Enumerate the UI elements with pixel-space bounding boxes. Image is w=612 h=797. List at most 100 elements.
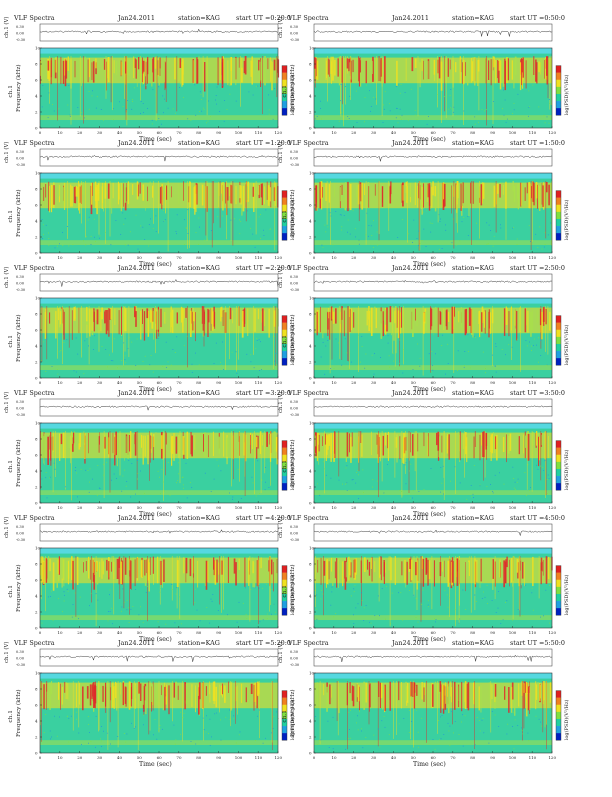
noise-speck (524, 584, 526, 586)
x-tick-label: 80 (470, 505, 476, 510)
spectrogram-strand (108, 437, 110, 458)
noise-speck (135, 726, 136, 728)
spectrogram-strand (158, 57, 160, 86)
spectrogram-strand (403, 436, 405, 464)
sferic-line (416, 556, 418, 610)
spectrogram-strand (119, 58, 121, 73)
spectrogram-strand (227, 556, 229, 583)
spectrogram-strand (506, 434, 507, 463)
y-axis-label: Frequency (kHz) (289, 689, 296, 737)
spectrogram-strand (183, 557, 185, 574)
noise-speck (138, 614, 140, 616)
noise-speck (494, 366, 496, 367)
x-tick-label: 60 (431, 755, 437, 760)
noise-speck (239, 219, 240, 221)
noise-speck (195, 232, 197, 234)
spectrogram-strand (82, 182, 84, 195)
spectrogram-strand (148, 562, 150, 592)
sferic-line (112, 306, 113, 353)
noise-speck (220, 719, 221, 721)
channel-label: ch.1 (282, 210, 288, 223)
noise-speck (67, 590, 69, 592)
spectrogram-strand (259, 431, 262, 455)
x-tick-label: 10 (57, 255, 63, 260)
spectrogram-strand (221, 58, 224, 88)
sferic-line (238, 306, 239, 360)
spectrogram-strand (541, 434, 543, 446)
spectrogram-strand (488, 682, 490, 702)
spectrogram-strand (195, 312, 196, 342)
colorbar-segment (282, 322, 287, 330)
noise-speck (88, 742, 89, 744)
spectrogram-strand (473, 436, 475, 459)
noise-speck (63, 600, 65, 602)
x-tick-label: 50 (137, 755, 143, 760)
noise-speck (62, 611, 63, 613)
spectrogram-strand (134, 432, 137, 456)
x-tick-label: 70 (450, 380, 456, 385)
x-tick-label: 40 (391, 630, 397, 635)
spectrogram-strand (129, 560, 132, 589)
sferic-line (45, 556, 46, 612)
y-tick-label: 4 (309, 219, 312, 224)
spectrogram-strand (432, 181, 434, 196)
sferic-line (179, 431, 181, 484)
spectrogram-strand (125, 687, 127, 707)
amplitude-tick-label: 0.00 (16, 532, 25, 536)
sferic-line (229, 306, 230, 360)
spectrogram-strand (124, 557, 127, 575)
y-tick-label: 10 (35, 46, 41, 51)
noise-speck (220, 739, 222, 741)
noise-speck (122, 588, 124, 590)
noise-speck (176, 482, 177, 484)
spectrogram-strand (268, 560, 270, 572)
spectrogram-strand (506, 307, 508, 325)
sferic-line (270, 431, 271, 486)
noise-speck (103, 730, 104, 732)
spectrogram-strand (135, 59, 137, 79)
spectrogram-strand (505, 306, 507, 325)
sferic-line (430, 306, 431, 373)
spectrogram-strand (332, 311, 335, 324)
spectrogram-strand (79, 682, 81, 705)
sferic-line (458, 556, 460, 625)
spectrogram-strand (484, 310, 486, 334)
x-tick-label: 10 (57, 380, 63, 385)
noise-speck (180, 711, 181, 713)
spectrogram-strand (188, 186, 190, 203)
sferic-line (455, 431, 456, 494)
noise-speck (172, 349, 174, 350)
spectrogram-strand (48, 181, 50, 211)
noise-speck (239, 233, 241, 235)
sferic-line (463, 56, 464, 125)
noise-speck (204, 239, 205, 241)
noise-speck (250, 228, 251, 229)
spectrogram-strand (59, 433, 61, 461)
spectrogram-top-band (314, 423, 552, 429)
noise-speck (153, 734, 154, 736)
sferic-line (538, 556, 540, 599)
sferic-line (337, 681, 339, 736)
noise-speck (99, 488, 101, 489)
noise-speck (377, 595, 379, 597)
amplitude-tick-label: 0.30 (290, 525, 299, 529)
sferic-line (57, 56, 58, 121)
noise-speck (327, 226, 329, 228)
noise-speck (276, 711, 277, 713)
sferic-line (358, 431, 360, 472)
spectrogram-strand (116, 683, 118, 711)
noise-speck (87, 716, 89, 717)
colorbar-label: log(PSD)(V²/Hz) (563, 199, 570, 240)
spectrogram-strand (451, 185, 452, 214)
noise-speck (485, 368, 486, 369)
amplitude-frame (313, 273, 553, 292)
spectrogram-strand (502, 60, 503, 78)
spectrogram-strand (133, 685, 136, 699)
sferic-line (495, 181, 497, 233)
spectrogram-strand (247, 182, 249, 199)
noise-speck (444, 590, 446, 592)
sferic-line (544, 681, 546, 727)
spectrogram-strand (179, 58, 182, 68)
colorbar-segment (282, 440, 287, 448)
noise-speck (442, 334, 443, 336)
